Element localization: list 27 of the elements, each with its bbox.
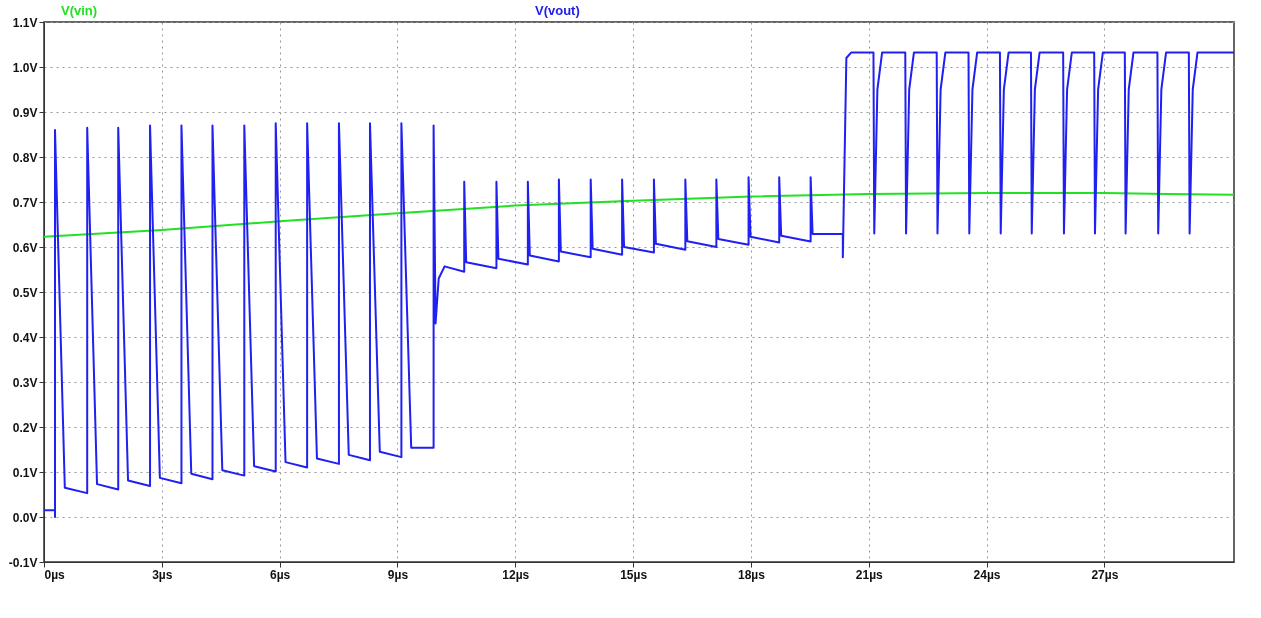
y-tick-label: 0.4V: [12, 330, 38, 345]
y-tick-label: 0.3V: [12, 375, 38, 390]
x-tick-label: 6µs: [270, 567, 291, 582]
x-tick-label: 12µs: [502, 567, 530, 582]
y-tick-label: 0.5V: [12, 285, 38, 300]
line-series: [44, 192, 1234, 238]
y-tick-label: 0.6V: [12, 240, 38, 255]
line-series: [44, 51, 1234, 518]
x-tick-label: 24µs: [973, 567, 1001, 582]
y-tick-label: 0.0V: [12, 510, 38, 525]
x-tick-label: 3µs: [152, 567, 173, 582]
y-tick-label: 0.1V: [12, 465, 38, 480]
y-tick-label: 0.7V: [12, 195, 38, 210]
y-tick-label: -0.1V: [8, 555, 38, 570]
x-tick-label: 21µs: [855, 567, 884, 582]
y-tick-label: 0.9V: [12, 105, 38, 120]
x-tick-label: 9µs: [387, 567, 409, 582]
x-tick-label: 15µs: [620, 567, 648, 582]
y-tick-label: 0.8V: [12, 150, 38, 165]
text: V(vout): [535, 2, 580, 18]
x-tick-label: 0µs: [44, 567, 66, 582]
x-tick-label: 27µs: [1091, 567, 1119, 582]
text: V(vin): [61, 2, 98, 18]
y-tick-label: 1.1V: [12, 15, 38, 30]
x-tick-label: 18µs: [737, 567, 766, 582]
y-tick-label: 1.0V: [12, 60, 38, 75]
y-tick-label: 0.2V: [12, 420, 38, 435]
